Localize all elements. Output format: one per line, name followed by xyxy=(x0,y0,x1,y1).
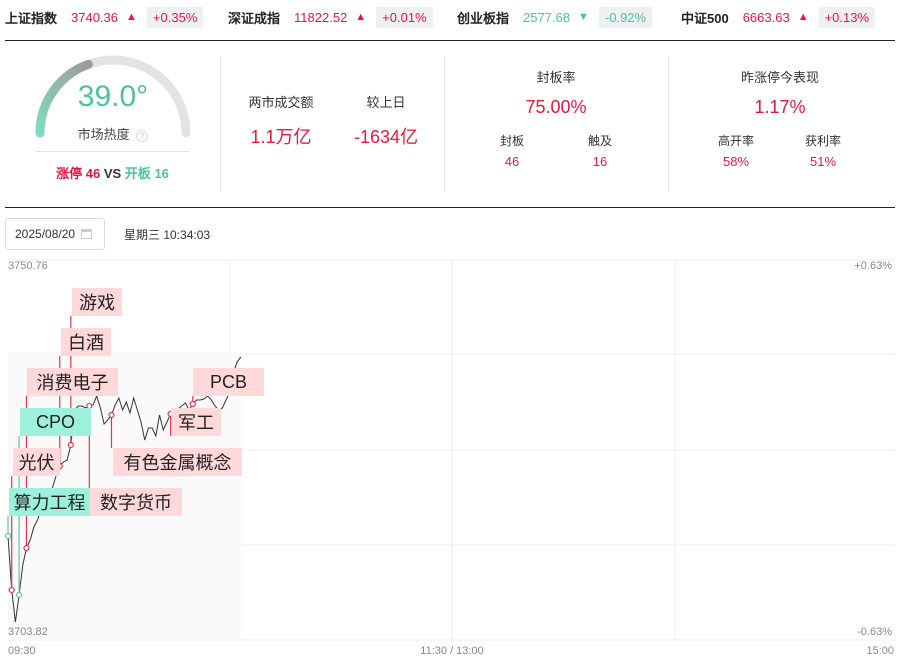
seal-title: 封板率 xyxy=(536,70,576,85)
index-price: 6663.63 xyxy=(742,9,790,25)
open-count: 16 xyxy=(154,166,169,181)
index-item[interactable]: 上证指数 3740.36 ▲ +0.35% xyxy=(5,6,204,28)
yesterday-a-label: 高开率 xyxy=(717,134,754,148)
help-icon[interactable]: ? xyxy=(136,130,149,142)
weekday-time: 星期三 10:34:03 xyxy=(124,228,211,242)
annotation-marker xyxy=(8,586,15,594)
seal-b-label: 触及 xyxy=(587,134,612,148)
pct-top-label: +0.63% xyxy=(854,260,892,272)
arrow-up-icon: ▲ xyxy=(126,11,137,23)
seal-a-label: 封板 xyxy=(499,134,524,148)
index-price: 2577.68 xyxy=(523,9,571,25)
seal-b: 16 xyxy=(592,154,608,169)
index-name: 上证指数 xyxy=(5,10,58,26)
turnover-diff-label: 较上日 xyxy=(366,95,406,110)
divider xyxy=(5,40,895,41)
annotation-label[interactable]: PCB xyxy=(193,368,264,396)
limit-up-count: 46 xyxy=(85,166,101,181)
arrow-up-icon: ▲ xyxy=(797,11,809,23)
annotation-marker xyxy=(108,411,115,419)
annotation-marker xyxy=(4,532,12,540)
divider xyxy=(444,56,445,191)
index-change: -0.92% xyxy=(598,6,653,28)
open-label: 开板 xyxy=(124,166,151,181)
seal-a: 46 xyxy=(504,154,520,169)
turnover-value: 1.1万亿 xyxy=(250,127,312,147)
turnover-diff: -1634亿 xyxy=(353,127,419,147)
yesterday-a: 58% xyxy=(722,154,750,169)
annotation-label[interactable]: 算力工程 xyxy=(9,488,90,516)
divider xyxy=(35,151,190,152)
x-tick-mid: 11:30 / 13:00 xyxy=(420,645,484,657)
date-value: 2025/08/20 xyxy=(15,227,76,241)
heat-gauge xyxy=(35,55,191,138)
annotation-marker xyxy=(189,400,196,408)
annotation-label[interactable]: 白酒 xyxy=(61,328,111,356)
pct-bottom-label: -0.63% xyxy=(857,626,892,638)
annotation-marker xyxy=(67,441,74,449)
annotation-label[interactable]: 消费电子 xyxy=(27,368,118,396)
divider xyxy=(668,56,669,191)
index-price: 3740.36 xyxy=(71,9,119,25)
yesterday-title: 昨涨停今表现 xyxy=(740,70,819,85)
annotation-label[interactable]: CPO xyxy=(20,408,91,436)
annotation-marker xyxy=(15,591,23,599)
arrow-down-icon: ▼ xyxy=(578,11,589,23)
yesterday-value: 1.17% xyxy=(754,97,806,117)
calendar-icon xyxy=(81,229,93,239)
yesterday-b: 51% xyxy=(809,154,837,169)
divider xyxy=(220,56,221,191)
index-change: +0.01% xyxy=(376,6,433,28)
index-name: 创业板指 xyxy=(457,10,510,26)
index-item[interactable]: 深证成指 11822.52 ▲ +0.01% xyxy=(228,6,433,28)
index-name: 中证500 xyxy=(681,10,729,26)
y-bottom-label: 3703.82 xyxy=(8,626,48,638)
heat-label: 市场热度 xyxy=(77,127,130,142)
limit-up-label: 涨停 xyxy=(56,166,83,181)
annotation-marker xyxy=(23,544,30,552)
divider xyxy=(5,207,895,208)
arrow-up-icon: ▲ xyxy=(355,11,367,23)
index-item[interactable]: 创业板指 2577.68 ▼ -0.92% xyxy=(457,6,653,28)
x-tick-start: 09:30 xyxy=(8,645,36,657)
turnover-label: 两市成交额 xyxy=(248,95,314,110)
yesterday-b-label: 获利率 xyxy=(804,134,841,148)
annotation-label[interactable]: 军工 xyxy=(171,408,221,436)
heat-value: 39.0° xyxy=(77,80,149,113)
index-change: +0.13% xyxy=(818,6,876,28)
index-item[interactable]: 中证500 6663.63 ▲ +0.13% xyxy=(681,6,876,28)
x-tick-end: 15:00 xyxy=(866,645,894,657)
y-top-label: 3750.76 xyxy=(8,260,48,272)
date-picker[interactable]: 2025/08/20 xyxy=(5,218,105,250)
annotation-label[interactable]: 游戏 xyxy=(72,288,122,316)
annotation-label[interactable]: 数字货币 xyxy=(90,488,182,516)
index-change: +0.35% xyxy=(146,6,204,28)
index-name: 深证成指 xyxy=(228,10,281,26)
annotation-label[interactable]: 有色金属概念 xyxy=(113,448,242,476)
annotation-label[interactable]: 光伏 xyxy=(13,448,60,476)
seal-value: 75.00% xyxy=(525,97,587,117)
index-price: 11822.52 xyxy=(294,9,348,25)
vs-text: VS xyxy=(103,166,122,181)
